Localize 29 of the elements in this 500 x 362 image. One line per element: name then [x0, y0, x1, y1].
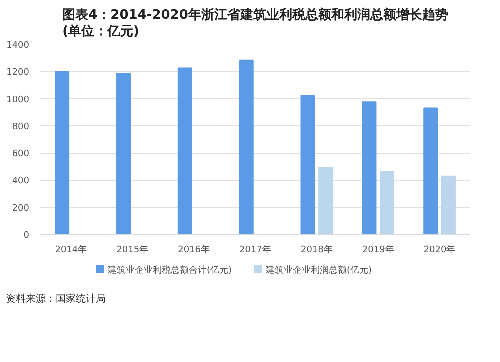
- bar: [178, 68, 192, 234]
- x-tick-label: 2017年: [240, 244, 272, 256]
- bar: [362, 102, 377, 234]
- y-tick-label: 0: [24, 231, 30, 241]
- y-tick-label: 200: [12, 204, 30, 214]
- y-tick-label: 600: [12, 150, 30, 160]
- y-tick-label: 400: [12, 176, 30, 187]
- bar: [318, 167, 334, 234]
- bar: [424, 108, 438, 234]
- bar: [55, 72, 70, 234]
- bar: [116, 73, 131, 234]
- x-tick-label: 2019年: [362, 244, 394, 256]
- bar: [300, 95, 316, 234]
- y-tick-label: 1000: [6, 95, 30, 106]
- y-tick-label: 800: [12, 122, 30, 132]
- legend-label: 建筑业企业利税总额合计(亿元): [108, 266, 232, 276]
- bar: [380, 171, 395, 234]
- x-tick-label: 2020年: [424, 244, 456, 256]
- y-tick-label: 1200: [6, 68, 30, 78]
- text: 资料来源：国家统计局: [6, 293, 106, 307]
- chart-title: 图表4：2014-2020年浙江省建筑业利税总额和利润总额增长趋势(单位：亿元): [62, 7, 448, 40]
- x-tick-label: 2015年: [116, 244, 149, 256]
- x-tick-label: 2018年: [300, 244, 333, 256]
- y-tick-label: 1400: [6, 41, 30, 51]
- bar: [239, 60, 254, 234]
- x-tick-label: 2014年: [55, 244, 88, 256]
- x-tick-label: 2016年: [178, 244, 210, 256]
- bar: [441, 176, 456, 234]
- legend-label: 建筑业企业利润总额(亿元): [266, 266, 372, 276]
